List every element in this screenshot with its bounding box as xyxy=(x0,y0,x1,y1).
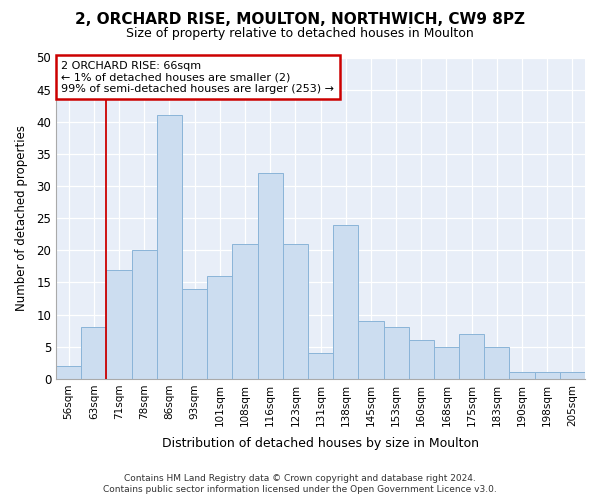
Bar xyxy=(283,244,308,379)
Text: 2 ORCHARD RISE: 66sqm
← 1% of detached houses are smaller (2)
99% of semi-detach: 2 ORCHARD RISE: 66sqm ← 1% of detached h… xyxy=(61,60,334,94)
Bar xyxy=(56,366,81,379)
Bar xyxy=(484,347,509,379)
Bar xyxy=(434,347,459,379)
Bar xyxy=(257,173,283,379)
Bar xyxy=(560,372,585,379)
Bar xyxy=(459,334,484,379)
Bar xyxy=(383,328,409,379)
Bar xyxy=(131,250,157,379)
Bar xyxy=(409,340,434,379)
Bar xyxy=(535,372,560,379)
X-axis label: Distribution of detached houses by size in Moulton: Distribution of detached houses by size … xyxy=(162,437,479,450)
Text: Size of property relative to detached houses in Moulton: Size of property relative to detached ho… xyxy=(126,28,474,40)
Bar xyxy=(232,244,257,379)
Bar xyxy=(81,328,106,379)
Bar xyxy=(182,289,207,379)
Bar xyxy=(358,321,383,379)
Bar xyxy=(106,270,131,379)
Bar xyxy=(509,372,535,379)
Y-axis label: Number of detached properties: Number of detached properties xyxy=(15,125,28,311)
Text: Contains HM Land Registry data © Crown copyright and database right 2024.
Contai: Contains HM Land Registry data © Crown c… xyxy=(103,474,497,494)
Bar xyxy=(333,224,358,379)
Bar xyxy=(207,276,232,379)
Bar xyxy=(308,353,333,379)
Bar xyxy=(157,116,182,379)
Text: 2, ORCHARD RISE, MOULTON, NORTHWICH, CW9 8PZ: 2, ORCHARD RISE, MOULTON, NORTHWICH, CW9… xyxy=(75,12,525,28)
